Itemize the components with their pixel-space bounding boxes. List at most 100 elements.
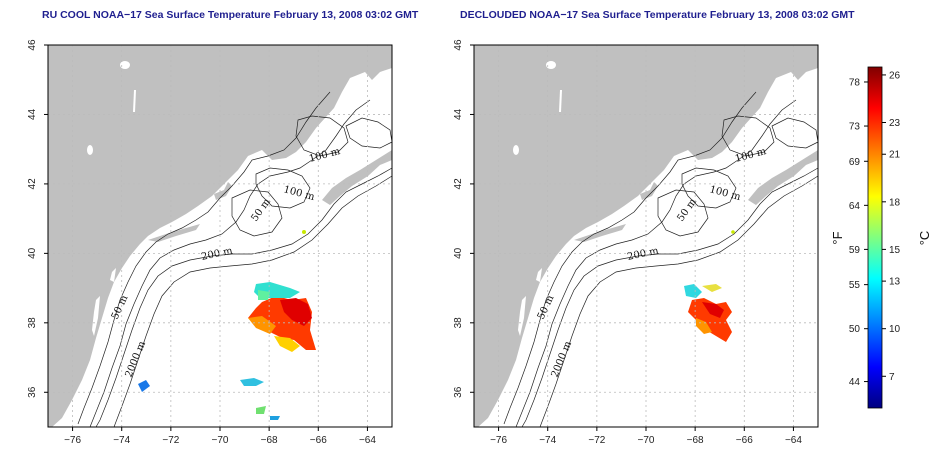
- fahrenheit-tick-label: 64: [849, 201, 861, 212]
- delaware-bay: [536, 268, 542, 282]
- gulf-of-maine-contour: [255, 167, 311, 209]
- gulf-of-maine-contour: [681, 167, 737, 209]
- fahrenheit-tick-label: 59: [849, 245, 861, 256]
- y-axis: 36 38 40 42 44 46: [453, 39, 474, 398]
- sst-patch-yellow: [274, 336, 300, 352]
- celsius-tick-label: 10: [889, 324, 901, 335]
- georges-bank-contour: [657, 189, 709, 237]
- y-tick-label: 40: [27, 247, 38, 259]
- fahrenheit-tick-label: 78: [849, 77, 861, 88]
- contour-50m: [503, 91, 757, 425]
- sst-patch-orange: [696, 318, 712, 334]
- sst-patch-cool: [684, 284, 702, 298]
- georges-bank-contour: [231, 189, 283, 237]
- y-tick-label: 36: [453, 386, 464, 398]
- x-tick-label: −66: [310, 435, 327, 446]
- celsius-tick-label: 13: [889, 277, 901, 288]
- x-tick-label: −68: [261, 435, 278, 446]
- lake-icon: [87, 145, 93, 155]
- celsius-ticks: 26 23 21 18 15 13 10 7: [882, 70, 901, 383]
- x-tick-label: −70: [212, 435, 229, 446]
- celsius-tick-label: 7: [889, 372, 895, 383]
- long-island: [574, 224, 626, 242]
- bathymetry-contours: [77, 91, 393, 428]
- sst-patch-hot: [280, 298, 312, 326]
- sst-speck: [302, 230, 306, 234]
- map-frame: [473, 44, 819, 428]
- contour-50m: [77, 91, 331, 425]
- celsius-tick-label: 23: [889, 118, 901, 129]
- x-tick-label: −76: [490, 435, 507, 446]
- x-tick-label: −70: [638, 435, 655, 446]
- chesapeake-bay: [518, 296, 526, 336]
- sst-patch-blue-2: [270, 416, 280, 420]
- fahrenheit-tick-label: 73: [849, 122, 861, 133]
- y-tick-label: 40: [453, 247, 464, 259]
- nova-scotia-land: [322, 150, 392, 205]
- y-tick-label: 46: [453, 39, 464, 51]
- y-tick-label: 46: [27, 39, 38, 51]
- fahrenheit-unit-label: °F: [830, 231, 845, 244]
- y-tick-label: 44: [27, 108, 38, 120]
- nova-scotia-land: [748, 150, 818, 205]
- fahrenheit-tick-label: 55: [849, 280, 861, 291]
- x-axis: −76 −74 −72 −70 −68 −66 −64: [490, 427, 802, 446]
- bank-contour: [721, 115, 775, 157]
- sst-patch-aqua: [258, 290, 270, 300]
- fahrenheit-tick-label: 69: [849, 157, 861, 168]
- lake-icon: [120, 61, 130, 69]
- lake-icon: [546, 61, 556, 69]
- celsius-tick-label: 18: [889, 197, 901, 208]
- colorbar-gradient: [867, 66, 883, 409]
- grid-lines: [474, 44, 818, 427]
- delaware-bay: [110, 268, 116, 282]
- fahrenheit-tick-label: 44: [849, 377, 861, 388]
- celsius-tick-label: 26: [889, 70, 901, 81]
- y-axis: 36 38 40 42 44 46: [27, 39, 48, 398]
- sst-retrievals: [138, 230, 316, 420]
- left-map-panel: 100 m 100 m 50 m 200 m 50 m 2000 m −76 −7…: [27, 39, 393, 446]
- x-axis: −76 −74 −72 −70 −68 −66 −64: [64, 427, 376, 446]
- lake-champlain: [133, 90, 136, 112]
- y-tick-label: 44: [453, 108, 464, 120]
- x-tick-label: −72: [162, 435, 179, 446]
- x-tick-label: −68: [687, 435, 704, 446]
- celsius-unit-label: °C: [917, 231, 932, 246]
- sst-patch-teal: [240, 378, 264, 386]
- land-mass: [48, 45, 392, 427]
- y-tick-label: 38: [27, 317, 38, 329]
- sst-patch-green: [256, 406, 266, 414]
- map-frame: [47, 44, 393, 428]
- y-tick-label: 38: [453, 317, 464, 329]
- right-panel-title: DECLOUDED NOAA−17 Sea Surface Temperatur…: [460, 9, 855, 21]
- x-tick-label: −72: [588, 435, 605, 446]
- y-tick-label: 36: [27, 386, 38, 398]
- y-tick-label: 42: [453, 178, 464, 190]
- contour-100m: [515, 99, 797, 428]
- temperature-colorbar: 78 73 69 64 59 55 50 44 26 23 21 18 15 13 10 7 °F °C: [830, 66, 932, 409]
- sst-patch-hot: [702, 302, 724, 318]
- long-island: [148, 224, 200, 242]
- x-tick-label: −76: [64, 435, 81, 446]
- x-tick-label: −74: [539, 435, 556, 446]
- cape-cod: [214, 182, 232, 200]
- x-tick-label: −74: [113, 435, 130, 446]
- sst-patch-blue: [138, 380, 150, 392]
- lake-champlain: [559, 90, 562, 112]
- cape-cod: [640, 182, 658, 200]
- left-panel-title: RU COOL NOAA−17 Sea Surface Temperature …: [42, 9, 419, 21]
- sst-patch-orange: [248, 316, 276, 334]
- x-tick-label: −66: [736, 435, 753, 446]
- fahrenheit-tick-label: 50: [849, 324, 861, 335]
- celsius-tick-label: 21: [889, 150, 901, 161]
- bank-contour: [295, 115, 349, 157]
- celsius-tick-label: 15: [889, 245, 901, 256]
- x-tick-label: −64: [785, 435, 802, 446]
- sst-retrievals-declouded: [684, 230, 735, 342]
- y-tick-label: 42: [27, 178, 38, 190]
- fahrenheit-ticks: 78 73 69 64 59 55 50 44: [849, 77, 868, 388]
- x-tick-label: −64: [359, 435, 376, 446]
- sst-patch-yellow: [702, 284, 722, 292]
- right-map-panel: 100 m 100 m 50 m 200 m 50 m 2000 m −76 −7…: [453, 39, 819, 446]
